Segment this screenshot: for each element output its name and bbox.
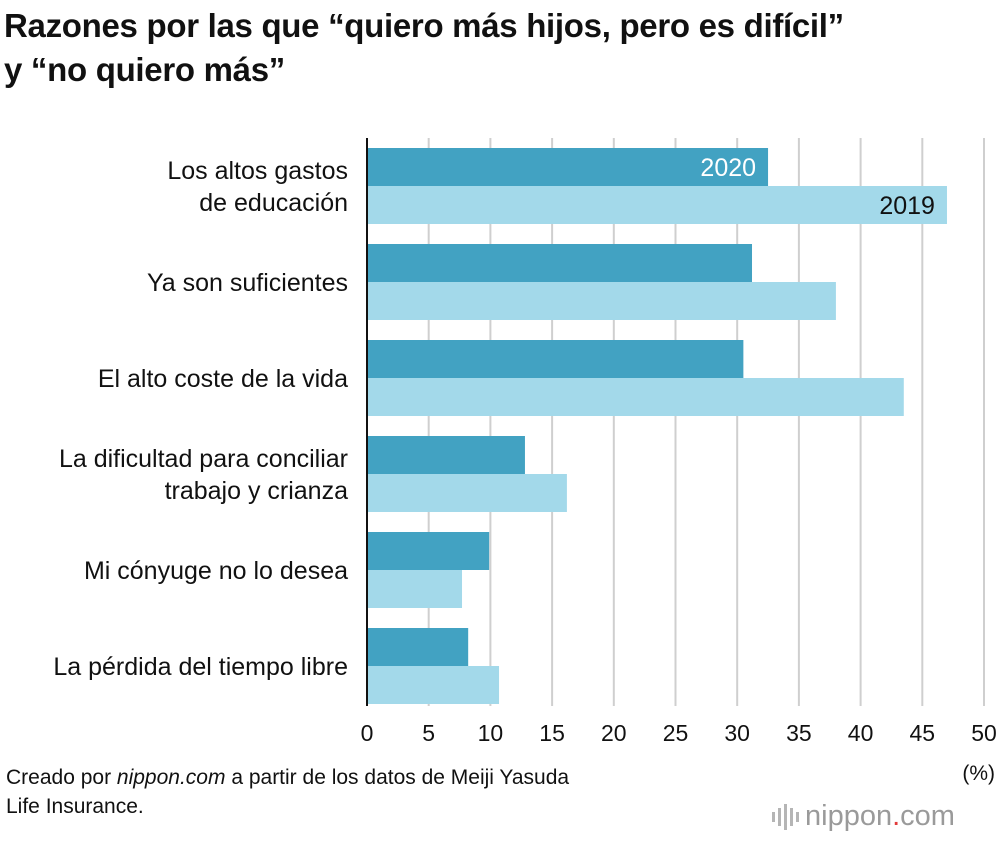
x-tick-label: 25: [663, 720, 689, 746]
bar-2019: [367, 474, 567, 512]
bar-2020: [367, 340, 744, 378]
category-label: Mi cónyuge no lo desea: [84, 557, 348, 585]
x-tick-label: 10: [478, 720, 504, 746]
x-tick-label: 30: [724, 720, 750, 746]
x-tick-label: 5: [422, 720, 435, 746]
bar-2020: [367, 148, 769, 186]
bar-2020: [367, 436, 525, 474]
chart-title-line-2: y “no quiero más”: [4, 51, 285, 88]
logo-tld: com: [900, 800, 955, 832]
source-suffix: a partir de los datos de Meiji Yasuda: [225, 766, 570, 789]
category-label: La pérdida del tiempo libre: [53, 653, 348, 681]
x-tick-label: 15: [539, 720, 565, 746]
logo-name: nippon: [805, 800, 893, 832]
category-label: de educación: [199, 189, 348, 217]
category-label: Ya son suficientes: [147, 269, 348, 297]
x-tick-label: 0: [361, 720, 374, 746]
x-unit-label: (%): [962, 762, 995, 785]
bar-2019: [367, 666, 500, 704]
nippon-logo: nippon.com: [772, 800, 955, 833]
source-line-2: Life Insurance.: [6, 795, 144, 818]
chart-title-line-1: Razones por las que “quiero más hijos, p…: [4, 7, 844, 44]
x-tick-label: 50: [971, 720, 997, 746]
bar-2019: [367, 282, 836, 320]
category-label: trabajo y crianza: [165, 477, 349, 505]
x-tick-label: 40: [848, 720, 874, 746]
source-prefix: Creado por: [6, 766, 117, 789]
x-tick-label: 45: [910, 720, 936, 746]
bar-2020: [367, 628, 469, 666]
source-note: Creado por nippon.com a partir de los da…: [6, 763, 726, 821]
category-label: La dificultad para conciliar: [59, 445, 348, 473]
series-label-2020: 2020: [700, 154, 756, 182]
x-tick-label: 20: [601, 720, 627, 746]
bar-2020: [367, 532, 490, 570]
source-site: nippon.com: [116, 766, 226, 789]
bar-2020: [367, 244, 753, 282]
bar-2019: [367, 378, 904, 416]
logo-dot: .: [892, 800, 901, 832]
chart-title: Razones por las que “quiero más hijos, p…: [4, 4, 994, 92]
logo-mark-icon: [772, 803, 799, 830]
series-label-2019: 2019: [879, 192, 935, 220]
bar-2019: [367, 186, 947, 224]
category-label: El alto coste de la vida: [98, 365, 348, 393]
bar-2019: [367, 570, 463, 608]
category-label: Los altos gastos: [167, 157, 348, 185]
x-tick-label: 35: [786, 720, 812, 746]
